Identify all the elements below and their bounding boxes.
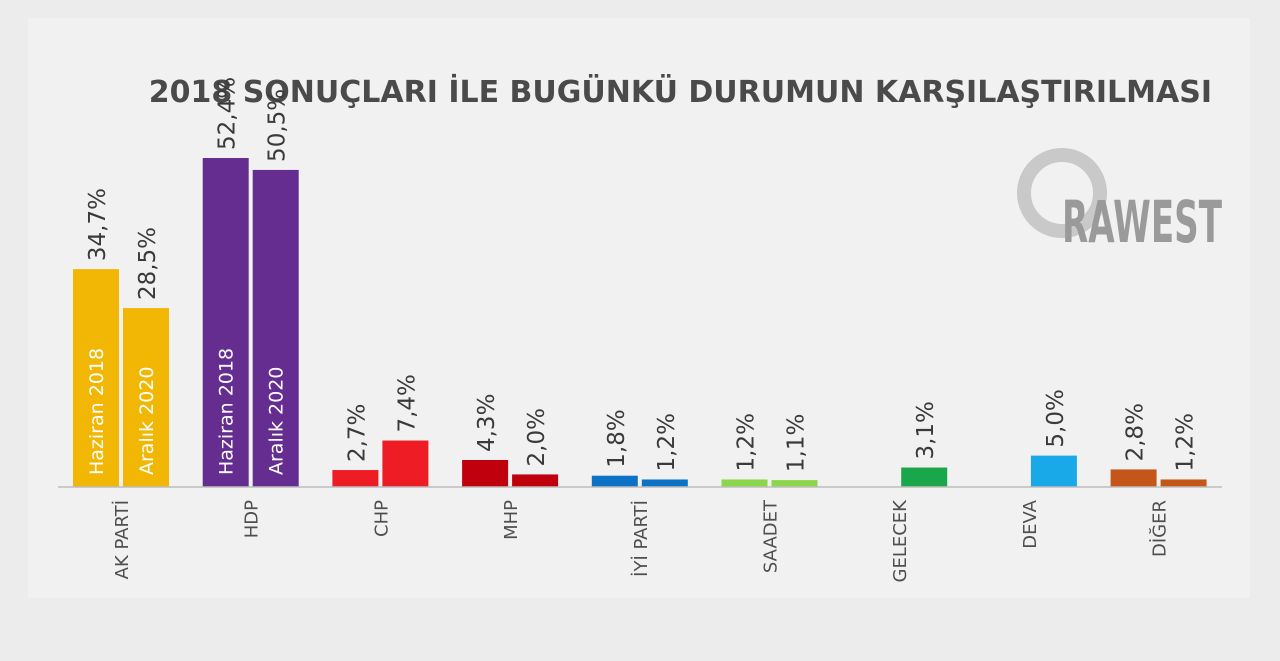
- bar-chp-aralik-2020: [382, 440, 429, 487]
- bar-diger-aralik-2020: [1160, 479, 1207, 487]
- bar-iyi-parti-aralik-2020: [641, 479, 688, 487]
- value-label-mhp-haziran-2018: 4,3%: [474, 394, 500, 452]
- value-label-mhp-aralik-2020: 2,0%: [524, 408, 550, 466]
- chart-title: 2018 SONUÇLARI İLE BUGÜNKÜ DURUMUN KARŞI…: [149, 73, 1212, 110]
- bar-ak-parti-haziran-2018: [73, 269, 119, 487]
- value-label-iyi-parti-haziran-2018: 1,8%: [604, 409, 630, 467]
- bar-ak-parti-aralik-2020: [123, 308, 169, 487]
- value-label-saadet-aralik-2020: 1,1%: [784, 414, 810, 472]
- bar-hdp-haziran-2018: [202, 158, 249, 487]
- value-label-hdp-haziran-2018: 52,4%: [215, 77, 241, 150]
- bar-hdp-aralik-2020: [252, 169, 299, 487]
- value-label-gelecek-aralik-2020: 3,1%: [913, 401, 939, 459]
- value-label-chp-aralik-2020: 7,4%: [394, 374, 420, 432]
- value-label-hdp-aralik-2020: 50,5%: [265, 89, 291, 162]
- value-label-diger-aralik-2020: 1,2%: [1173, 413, 1199, 471]
- bar-iyi-parti-haziran-2018: [591, 475, 638, 487]
- category-label-diger: DİĞER: [1149, 500, 1171, 557]
- value-label-iyi-parti-aralik-2020: 1,2%: [654, 413, 680, 471]
- category-label-chp: CHP: [371, 500, 392, 537]
- bars-layer: [73, 158, 1207, 487]
- value-label-saadet-haziran-2018: 1,2%: [734, 413, 760, 471]
- logo-text: RAWEST: [1062, 188, 1222, 256]
- category-label-deva: DEVA: [1020, 499, 1041, 548]
- category-label-saadet: SAADET: [761, 499, 782, 573]
- bar-deva-aralik-2020: [1030, 455, 1077, 487]
- bar-gelecek-aralik-2020: [901, 467, 948, 487]
- series-label-hdp-aralik-2020: Aralık 2020: [266, 367, 288, 475]
- value-label-ak-parti-aralik-2020: 28,5%: [135, 227, 161, 300]
- bar-chp-haziran-2018: [332, 470, 379, 487]
- rawest-logo: RAWEST: [1017, 148, 1222, 256]
- bar-saadet-aralik-2020: [771, 480, 818, 487]
- value-label-diger-haziran-2018: 2,8%: [1123, 403, 1149, 461]
- labels-layer: 34,7% Haziran 2018 28,5% Aralık 2020 AK PART…: [85, 77, 1199, 583]
- category-label-hdp: HDP: [242, 500, 263, 538]
- category-label-ak-parti: AK PARTİ: [112, 500, 133, 579]
- series-label-ak-parti-haziran-2018: Haziran 2018: [86, 348, 108, 475]
- category-label-iyi-parti: İYİ PARTİ: [631, 500, 652, 577]
- logo-ring-icon: [1017, 148, 1107, 238]
- series-label-hdp-haziran-2018: Haziran 2018: [216, 348, 238, 475]
- value-label-deva-aralik-2020: 5,0%: [1043, 389, 1069, 447]
- bar-diger-haziran-2018: [1110, 469, 1157, 487]
- bar-mhp-aralik-2020: [512, 474, 559, 487]
- bar-mhp-haziran-2018: [462, 460, 509, 487]
- series-label-ak-parti-aralik-2020: Aralık 2020: [136, 367, 158, 475]
- value-label-chp-haziran-2018: 2,7%: [344, 404, 370, 462]
- value-label-ak-parti-haziran-2018: 34,7%: [85, 188, 111, 261]
- category-label-mhp: MHP: [501, 500, 522, 540]
- bar-saadet-haziran-2018: [721, 479, 768, 487]
- category-label-gelecek: GELECEK: [890, 499, 911, 583]
